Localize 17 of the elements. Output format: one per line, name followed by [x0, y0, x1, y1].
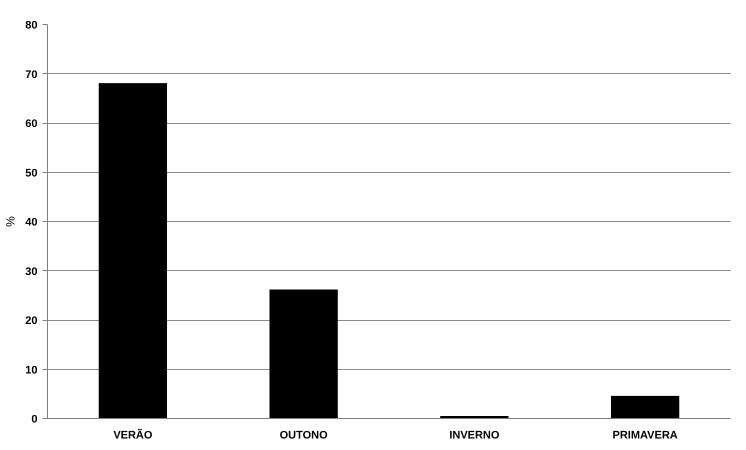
x-tick-label: OUTONO — [280, 430, 328, 442]
y-tick-label: 10 — [25, 364, 38, 376]
y-tick-label: 60 — [25, 118, 38, 130]
y-tick-label: 70 — [25, 68, 38, 81]
x-tick-label: VERÃO — [113, 428, 153, 442]
y-tick-label: 40 — [25, 216, 38, 228]
y-tick-label: 50 — [25, 167, 38, 180]
y-tick-label: 0 — [31, 414, 38, 426]
bar — [98, 83, 168, 418]
bar — [269, 289, 338, 418]
bar — [610, 396, 680, 418]
x-tick-label: INVERNO — [449, 430, 500, 442]
y-tick-label: 20 — [25, 315, 38, 327]
y-tick-label: 80 — [25, 20, 38, 32]
x-tick-label: PRIMAVERA — [612, 430, 678, 442]
y-axis-title: % — [3, 216, 18, 227]
y-tick-label: 30 — [25, 266, 38, 278]
